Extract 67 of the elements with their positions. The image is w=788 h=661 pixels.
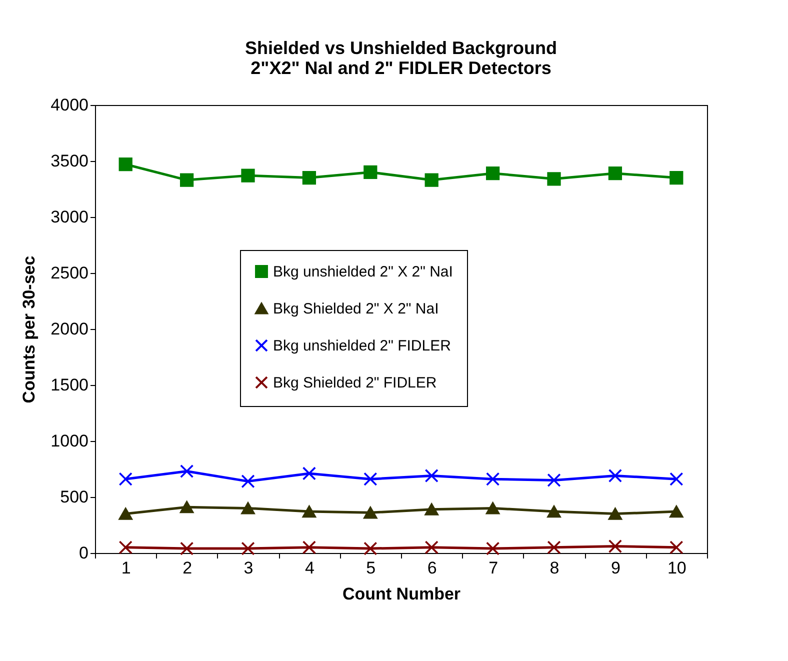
y-tick-label: 3500 (50, 152, 88, 170)
x-tick-label: 9 (610, 558, 620, 578)
point (302, 540, 316, 554)
point (670, 540, 684, 554)
point (424, 540, 438, 554)
x-tick-label: 2 (182, 558, 192, 578)
y-tick-label: 4000 (50, 96, 88, 114)
legend-label: Bkg unshielded 2" FIDLER (273, 338, 452, 354)
point (180, 464, 194, 478)
point (424, 468, 438, 483)
point (364, 542, 378, 556)
x-tick-label: 3 (244, 558, 254, 578)
point (670, 170, 684, 185)
x-tick-label: 6 (427, 558, 437, 578)
point (424, 173, 438, 187)
point (486, 166, 500, 180)
point (486, 472, 500, 486)
legend-label: Bkg Shielded 2" FIDLER (273, 374, 437, 392)
point (364, 165, 378, 180)
y-tick-label: 500 (60, 488, 88, 506)
point (241, 502, 255, 514)
x-tick-label: 8 (550, 558, 560, 578)
point (241, 168, 255, 182)
text: 2"X2" NaI and 2" FIDLER Detectors (250, 58, 552, 78)
point (180, 501, 194, 514)
point (547, 506, 561, 518)
point (302, 466, 316, 480)
point (486, 502, 500, 514)
point (670, 472, 684, 486)
point (547, 172, 561, 186)
point (118, 158, 132, 172)
point (608, 508, 622, 520)
x-tick-label: 1 (121, 558, 131, 578)
point (118, 472, 132, 486)
x-tick-label: 7 (488, 558, 498, 578)
point (364, 506, 378, 519)
y-tick-label: 3000 (50, 208, 88, 226)
point (486, 542, 500, 556)
point (424, 503, 438, 516)
point (118, 508, 132, 520)
x-tick-label: 4 (304, 558, 314, 578)
x-tick-label: 10 (667, 558, 686, 578)
y-axis-title: Counts per 30-sec (20, 256, 39, 404)
point (302, 170, 316, 185)
y-tick-label: 1000 (50, 432, 88, 450)
x-tick-label: 5 (366, 558, 376, 578)
point (241, 474, 255, 488)
point (180, 173, 194, 187)
point (118, 540, 132, 554)
point (608, 166, 622, 180)
point (670, 506, 684, 518)
point (364, 472, 378, 486)
legend-label: Bkg Shielded 2" X 2" NaI (273, 300, 439, 318)
point (547, 540, 561, 554)
y-tick-label: 0 (79, 544, 88, 562)
point (608, 539, 622, 554)
legend-label: Bkg unshielded 2" X 2" NaI (273, 264, 453, 280)
y-tick-label: 2000 (50, 320, 88, 338)
point (241, 542, 255, 556)
point (180, 542, 194, 556)
y-tick-label: 2500 (50, 264, 88, 282)
point (547, 473, 561, 488)
x-axis-title: Count Number (342, 584, 461, 604)
point (302, 506, 316, 518)
point (608, 468, 622, 483)
y-tick-label: 1500 (50, 376, 88, 394)
text: Shielded vs Unshielded Background (244, 38, 558, 58)
